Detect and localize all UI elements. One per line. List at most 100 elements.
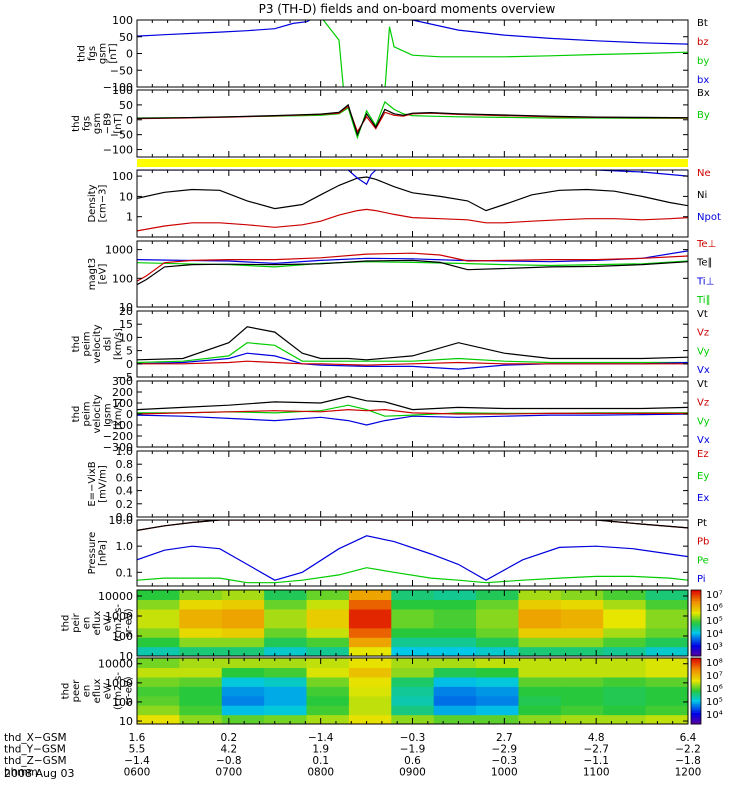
spectrogram-cell	[179, 695, 223, 706]
legend-entry: Npot	[697, 212, 721, 223]
y-axis-label-line: [km/s]	[113, 328, 124, 360]
y-tick-label: 10.0	[109, 514, 134, 527]
colorbar-segment	[691, 658, 701, 661]
y-tick-label: 10000	[98, 658, 133, 671]
colorbar-segment	[691, 666, 701, 670]
y-axis-label-line: en	[82, 685, 93, 698]
spectrogram-cell	[221, 695, 265, 706]
colorbar-segment	[691, 636, 701, 639]
y-axis-label-line: −B9	[103, 113, 114, 135]
spectrogram-cell	[348, 599, 392, 610]
spectrogram	[137, 658, 688, 724]
y-tick-label: −300	[103, 441, 133, 454]
spectrogram-cell	[645, 676, 688, 687]
colorbar-segment	[691, 673, 701, 677]
spectrogram-cell	[603, 676, 647, 687]
colorbar-segment	[691, 717, 701, 721]
spectrogram-cell	[179, 599, 223, 610]
y-tick-label: 100	[112, 14, 133, 27]
spectrogram-cell	[433, 686, 477, 697]
y-tick-label: −100	[103, 144, 133, 157]
y-axis-label-line: velocity	[92, 394, 103, 433]
spectrogram-cell	[306, 608, 350, 619]
spectrogram-cell	[221, 646, 265, 656]
colorbar-segment	[691, 688, 701, 692]
spectrogram-cell	[476, 599, 520, 610]
legend-entry: By	[697, 110, 710, 121]
spectrogram-cell	[179, 618, 223, 629]
spectrogram-cell	[391, 608, 435, 619]
spectrogram-cell	[348, 658, 392, 669]
spectrogram-cell	[137, 667, 180, 678]
y-tick-label: −50	[110, 64, 133, 77]
colorbar-segment	[691, 640, 701, 644]
spectrogram-cell	[306, 676, 350, 687]
spectrogram-cell	[560, 590, 604, 601]
series-blue-line	[137, 535, 688, 581]
colorbar-label: 10³	[706, 642, 723, 653]
spectrogram-cell	[603, 705, 647, 716]
y-tick-label: 0	[126, 408, 133, 421]
panel-8: Pt Pb Pe Pi 10.0 1.0 0.1 Pressure [nPa]	[87, 514, 709, 587]
y-axis-label-line: thd	[61, 615, 72, 632]
y-axis-label-line: thd	[61, 683, 72, 700]
colorbar-segment	[691, 631, 701, 635]
panel-3: Ne Ni Npot 100 10 1 Density [cm−3]	[87, 168, 721, 238]
spectrogram-cell	[476, 714, 520, 724]
x-axis-tick-value: 0.6	[404, 755, 421, 767]
y-axis-label: thd peer en eflux eV/(cm2-s-sr-eV)	[61, 672, 135, 710]
spectrogram-cell	[221, 590, 265, 601]
legend-entry: Vy	[697, 416, 710, 427]
series-green-line	[322, 20, 688, 87]
spectrogram-cell	[603, 695, 647, 706]
spectrogram-cell	[179, 637, 223, 648]
spectrogram-cell	[518, 599, 562, 610]
spectrogram-cell	[603, 658, 647, 669]
legend-entry: Ex	[697, 493, 709, 504]
spectrogram-cell	[560, 686, 604, 697]
y-tick-label: 5	[126, 345, 133, 358]
colorbar-segment	[691, 713, 701, 716]
spectrogram-cell	[476, 637, 520, 648]
y-axis-label-line: dsl	[103, 337, 114, 351]
legend-entry: Vx	[697, 365, 710, 376]
spectrogram-cell	[306, 714, 350, 724]
colorbar-label: 10⁶	[706, 603, 723, 614]
x-axis-tick-value: −2.7	[583, 744, 609, 756]
legend-entry: Te⊥	[696, 239, 716, 250]
y-tick-label: 1.0	[116, 445, 134, 458]
y-tick-label: −100	[103, 419, 133, 432]
legend-entry: bx	[697, 75, 709, 86]
colorbar-segment	[691, 649, 701, 653]
y-axis-label-line: eV/	[103, 614, 114, 631]
y-axis-label-line: sr-eV)	[124, 676, 135, 705]
y-tick-label: 50	[119, 99, 133, 112]
spectrogram-cell	[264, 686, 308, 697]
spectrogram-cell	[391, 599, 435, 610]
colorbar-segment	[691, 680, 701, 683]
panel-frame	[136, 310, 689, 378]
panel-1: Bt bz by bx 100 50 0 −50 −100 thd fgs gsm [nT]	[76, 14, 709, 94]
spectrogram-cell	[518, 590, 562, 601]
y-axis-label: Density [cm−3]	[87, 184, 109, 222]
spectrogram-cell	[560, 676, 604, 687]
legend-entry: Ey	[697, 471, 709, 482]
spectrogram-cell	[645, 695, 688, 706]
spectrogram-cell	[348, 608, 392, 619]
panel-frame	[136, 169, 689, 238]
spectrogram-cell	[603, 590, 647, 601]
series-group	[137, 250, 688, 286]
spectrogram-cell	[518, 646, 562, 656]
legend-entry: Bx	[697, 88, 710, 99]
spectrogram-cell	[391, 686, 435, 697]
spectrogram-cell	[603, 646, 647, 656]
series-group	[137, 395, 688, 426]
spectrogram-cell	[348, 627, 392, 638]
spectrogram-cell	[518, 686, 562, 697]
spectrogram-cell	[518, 676, 562, 687]
spectrogram-cell	[560, 608, 604, 619]
spectrogram-cell	[391, 667, 435, 678]
series-red-line	[137, 105, 688, 134]
x-axis-tick-value: 1.6	[129, 732, 146, 744]
spectrogram-cell	[603, 599, 647, 610]
